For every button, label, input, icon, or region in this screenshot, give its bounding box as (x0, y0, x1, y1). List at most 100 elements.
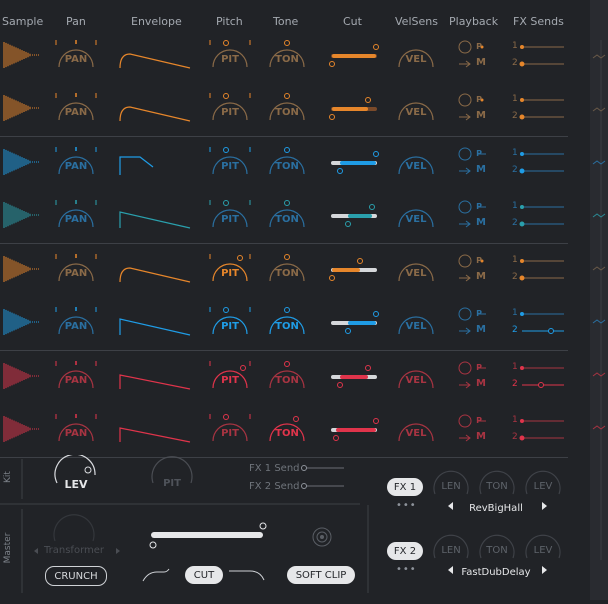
pitch-knob[interactable] (212, 49, 248, 68)
pan-label: PAN (64, 268, 88, 279)
playback-p-icon[interactable] (458, 93, 472, 107)
transformer-prev-icon[interactable] (34, 548, 38, 554)
fx-send-1-label: 1 (512, 41, 518, 51)
pitch-knob[interactable] (212, 156, 248, 175)
velocity-knob[interactable] (398, 423, 434, 442)
sample-waveform[interactable] (3, 95, 40, 121)
playback-p-icon[interactable] (458, 361, 472, 375)
playback-mode-label: M (476, 164, 486, 175)
playback-p-icon[interactable] (458, 147, 472, 161)
pan-knob[interactable] (58, 156, 94, 175)
fx1-len-knob[interactable] (433, 470, 469, 495)
velocity-knob[interactable] (398, 102, 434, 121)
playback-p-icon[interactable] (458, 254, 472, 268)
fx-send-2-label: 2 (512, 165, 518, 175)
header-fx-sends: FX Sends (513, 15, 564, 28)
velocity-knob[interactable] (398, 370, 434, 389)
playback-mode-label: M (476, 217, 486, 228)
pan-knob[interactable] (58, 370, 94, 389)
envelope-shape[interactable] (119, 267, 191, 283)
cut-highshape-icon[interactable] (229, 570, 265, 581)
tone-knob[interactable] (269, 263, 305, 282)
pan-knob[interactable] (58, 102, 94, 121)
sample-waveform[interactable] (3, 256, 40, 282)
crunch-button[interactable]: CRUNCH (45, 566, 107, 586)
fx2-prev-icon[interactable] (448, 566, 453, 574)
envelope-shape[interactable] (119, 211, 191, 229)
envelope-shape[interactable] (119, 318, 191, 336)
pitch-knob[interactable] (212, 423, 248, 442)
sample-waveform[interactable] (3, 42, 40, 68)
fx1-prev-icon[interactable] (448, 502, 453, 510)
pitch-knob[interactable] (212, 209, 248, 228)
pan-knob[interactable] (58, 49, 94, 68)
fx2-ton-knob[interactable] (479, 534, 515, 559)
fx1-more-icon[interactable]: ••• (396, 500, 417, 511)
pan-knob[interactable] (58, 423, 94, 442)
velocity-label: VEL (405, 375, 427, 386)
kit-pitch-label: PIT (163, 478, 181, 489)
pitch-knob[interactable] (212, 102, 248, 121)
master-range-slider[interactable] (151, 532, 263, 538)
kit-pitch-knob[interactable] (151, 456, 193, 484)
playback-arrow-icon (459, 327, 471, 335)
pan-knob[interactable] (58, 316, 94, 335)
tone-knob[interactable] (269, 49, 305, 68)
playback-p-icon[interactable] (458, 307, 472, 321)
fx2-lev-knob[interactable] (525, 534, 561, 559)
pitch-knob[interactable] (212, 263, 248, 282)
kit-level-knob[interactable] (54, 455, 96, 484)
tone-knob[interactable] (269, 370, 305, 389)
sample-waveform[interactable] (3, 416, 40, 442)
pan-knob[interactable] (58, 209, 94, 228)
pan-knob[interactable] (58, 263, 94, 282)
fx2-len-knob[interactable] (433, 534, 469, 559)
tone-knob[interactable] (269, 209, 305, 228)
cut-button[interactable]: CUT (185, 566, 223, 584)
transformer-next-icon[interactable] (116, 548, 120, 554)
sample-waveform[interactable] (3, 309, 40, 335)
tone-knob[interactable] (269, 102, 305, 121)
envelope-shape[interactable] (119, 106, 191, 122)
velocity-knob[interactable] (398, 209, 434, 228)
envelope-shape[interactable] (119, 374, 191, 390)
playback-p-label: P (476, 416, 482, 425)
fx1-ton-knob[interactable] (479, 470, 515, 495)
playback-p-icon[interactable] (458, 40, 472, 54)
velocity-knob[interactable] (398, 263, 434, 282)
envelope-shape[interactable] (119, 156, 154, 175)
pitch-knob[interactable] (212, 370, 248, 389)
row-graphics (3, 414, 564, 443)
master-target-icon[interactable] (312, 527, 332, 547)
fx1-next-icon[interactable] (542, 502, 547, 510)
scroll-track[interactable] (590, 0, 608, 600)
fx-send-1-label: 1 (512, 201, 518, 211)
fx2-button[interactable]: FX 2 (387, 542, 423, 560)
pan-label: PAN (64, 321, 88, 332)
pan-label: PAN (64, 428, 88, 439)
transformer-knob[interactable] (53, 514, 95, 542)
cut-lowshape-icon[interactable] (142, 568, 170, 582)
soft-clip-button[interactable]: SOFT CLIP (287, 566, 355, 584)
fx1-lev-knob[interactable] (525, 470, 561, 495)
sample-waveform[interactable] (3, 202, 40, 228)
tone-knob[interactable] (269, 156, 305, 175)
fx1-knob-label: LEV (533, 481, 553, 492)
sample-waveform[interactable] (3, 149, 40, 175)
sample-waveform[interactable] (3, 363, 40, 389)
tone-knob[interactable] (269, 316, 305, 335)
envelope-shape[interactable] (119, 427, 191, 443)
playback-p-icon[interactable] (458, 200, 472, 214)
velocity-knob[interactable] (398, 316, 434, 335)
fx1-preset-name[interactable]: RevBigHall (469, 503, 523, 514)
fx2-more-icon[interactable]: ••• (396, 564, 417, 575)
fx1-button[interactable]: FX 1 (387, 478, 423, 496)
tone-knob[interactable] (269, 423, 305, 442)
envelope-shape[interactable] (119, 53, 191, 69)
fx2-preset-name[interactable]: FastDubDelay (461, 567, 531, 578)
fx2-next-icon[interactable] (542, 566, 547, 574)
velocity-knob[interactable] (398, 49, 434, 68)
pitch-knob[interactable] (212, 316, 248, 335)
velocity-knob[interactable] (398, 156, 434, 175)
playback-p-icon[interactable] (458, 414, 472, 428)
